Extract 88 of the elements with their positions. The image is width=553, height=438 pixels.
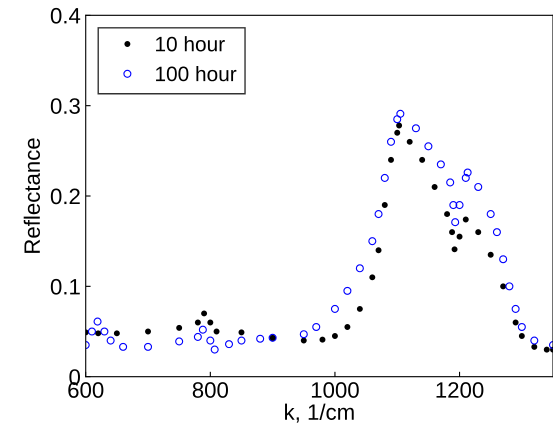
point (210, 346, 219, 354)
point (201, 310, 208, 316)
point (544, 346, 550, 353)
point (449, 201, 458, 210)
point (462, 216, 469, 222)
point (530, 336, 538, 345)
point (319, 336, 326, 343)
point (531, 344, 538, 350)
point (456, 201, 464, 210)
point (145, 328, 152, 334)
point (475, 229, 482, 236)
point (237, 336, 246, 345)
point (406, 138, 413, 145)
point (94, 318, 102, 326)
point (492, 228, 501, 236)
point (499, 255, 508, 264)
point (332, 333, 338, 340)
point (432, 184, 438, 190)
point (444, 211, 450, 218)
point (356, 264, 364, 272)
point (300, 330, 308, 338)
point (462, 174, 470, 182)
point (474, 182, 482, 191)
point (356, 306, 363, 312)
point (106, 336, 115, 345)
point (144, 342, 152, 351)
point (512, 319, 519, 326)
point (95, 330, 102, 336)
point (486, 210, 495, 218)
point (464, 168, 472, 177)
point (368, 237, 376, 246)
point (300, 338, 307, 344)
point (518, 333, 525, 340)
point (512, 304, 520, 313)
y-tick-label: 0.2 (50, 188, 80, 204)
point (376, 247, 382, 254)
point (396, 110, 404, 118)
point (388, 156, 394, 163)
point (396, 122, 402, 129)
point (424, 142, 432, 150)
point (207, 319, 214, 326)
point (238, 329, 244, 336)
point (312, 322, 320, 332)
point (449, 229, 456, 236)
point (386, 138, 396, 146)
point (369, 274, 376, 280)
y-tick-label: 0.3 (50, 98, 80, 114)
point (330, 304, 339, 313)
legend-label: 100 hour (156, 66, 236, 82)
point (114, 330, 120, 336)
point (119, 342, 128, 351)
point (175, 337, 184, 346)
x-tick-label: 1000 (312, 382, 359, 398)
point (456, 234, 463, 240)
point (412, 124, 420, 132)
point (505, 282, 514, 290)
point (451, 218, 460, 226)
point (100, 327, 108, 336)
point (500, 283, 506, 290)
point (88, 327, 96, 336)
point (206, 336, 214, 345)
x-tick-label: 800 (192, 382, 228, 398)
point (419, 156, 426, 163)
point (382, 202, 388, 208)
point (446, 178, 454, 186)
point (488, 252, 494, 258)
legend-label: 10 hour (156, 36, 225, 52)
point (198, 326, 207, 334)
point (214, 328, 220, 334)
point (436, 160, 445, 168)
point (194, 319, 201, 326)
x-axis-title: k, 1/cm (285, 404, 354, 423)
y-tick-label: 0.4 (50, 8, 80, 24)
point (452, 246, 458, 252)
point (393, 115, 402, 124)
point (224, 340, 234, 348)
point (343, 286, 352, 295)
point (176, 324, 182, 331)
x-tick-label: 1200 (436, 382, 484, 398)
point (194, 332, 202, 341)
point (518, 322, 526, 332)
y-tick-label: 0.1 (50, 278, 80, 295)
y-axis-title: Reflectance (24, 138, 40, 253)
point (344, 324, 350, 330)
point (380, 174, 389, 182)
point (394, 130, 400, 136)
point (256, 334, 264, 343)
point (374, 210, 383, 218)
